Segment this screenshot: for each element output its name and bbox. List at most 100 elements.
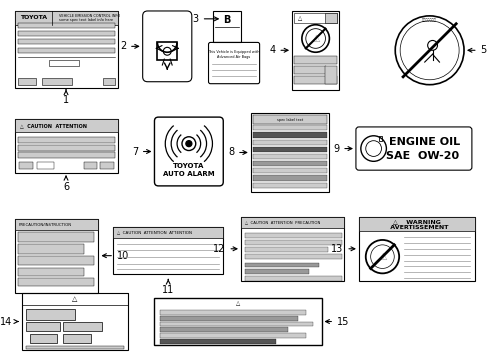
Bar: [244, 240, 342, 245]
Bar: [213, 11, 241, 42]
Bar: [160, 333, 305, 338]
Text: △  CAUTION  ATTENTION: △ CAUTION ATTENTION: [20, 123, 87, 128]
Bar: [252, 154, 327, 159]
Bar: [244, 233, 342, 238]
Bar: [358, 217, 474, 231]
Text: 3: 3: [192, 14, 218, 24]
Text: 15: 15: [325, 316, 348, 327]
Bar: [293, 56, 337, 64]
Bar: [22, 293, 128, 350]
Bar: [18, 256, 93, 265]
Bar: [49, 60, 79, 66]
Text: This Vehicle is Equipped with: This Vehicle is Equipped with: [208, 50, 259, 54]
Bar: [18, 278, 93, 286]
Bar: [22, 293, 128, 305]
Bar: [100, 162, 114, 169]
Bar: [252, 125, 327, 130]
Bar: [154, 298, 321, 345]
Bar: [18, 23, 115, 28]
Text: △: △: [235, 300, 240, 305]
Bar: [293, 66, 326, 74]
Bar: [103, 78, 115, 85]
Bar: [15, 219, 98, 230]
Bar: [18, 244, 83, 254]
Bar: [26, 321, 60, 331]
Bar: [18, 48, 115, 53]
Bar: [42, 78, 72, 85]
Text: TOYOTA: TOYOTA: [173, 163, 204, 169]
Bar: [18, 78, 36, 85]
Text: エアバッグ注意: エアバッグ注意: [421, 18, 436, 22]
Text: 14: 14: [0, 316, 18, 327]
Bar: [252, 168, 327, 173]
Bar: [378, 136, 382, 141]
Bar: [244, 262, 318, 267]
Bar: [18, 145, 115, 150]
Text: 11: 11: [162, 279, 174, 295]
Text: Advanced Air Bags: Advanced Air Bags: [217, 55, 250, 59]
Text: ENGINE OIL: ENGINE OIL: [388, 137, 459, 147]
Text: 8: 8: [227, 148, 246, 157]
Bar: [15, 11, 118, 87]
Bar: [83, 162, 97, 169]
Text: ⚠: ⚠: [311, 33, 319, 44]
Bar: [160, 321, 312, 327]
Bar: [15, 119, 118, 132]
Bar: [37, 162, 54, 169]
Bar: [244, 269, 308, 274]
Bar: [252, 140, 327, 145]
Bar: [160, 339, 276, 344]
Text: 7: 7: [131, 147, 150, 157]
Bar: [18, 31, 115, 36]
Text: spec label text: spec label text: [276, 118, 303, 122]
Text: SAE  OW-20: SAE OW-20: [386, 152, 458, 161]
Text: △    WARNING: △ WARNING: [392, 219, 440, 224]
Bar: [244, 276, 342, 281]
Bar: [15, 219, 98, 293]
Bar: [241, 217, 344, 281]
Bar: [252, 183, 327, 188]
Bar: [293, 76, 337, 84]
Text: 1: 1: [63, 90, 69, 105]
Text: AVERTISSEMENT: AVERTISSEMENT: [385, 225, 447, 230]
Text: AUTO ALARM: AUTO ALARM: [163, 171, 214, 177]
Bar: [15, 119, 118, 173]
Bar: [30, 334, 57, 343]
Circle shape: [185, 141, 191, 147]
Text: VEHICLE EMISSION CONTROL INFO: VEHICLE EMISSION CONTROL INFO: [59, 14, 120, 18]
Bar: [252, 132, 327, 138]
Text: PRECAUTION/INSTRUCTION: PRECAUTION/INSTRUCTION: [19, 223, 72, 227]
Text: 6: 6: [63, 176, 69, 192]
Bar: [244, 247, 328, 252]
Bar: [157, 42, 177, 60]
Text: B: B: [223, 15, 230, 25]
Bar: [26, 309, 75, 320]
Text: 2: 2: [120, 41, 139, 51]
Text: TOYOTA: TOYOTA: [20, 15, 47, 21]
Bar: [252, 175, 327, 181]
Bar: [18, 269, 83, 276]
Text: 9: 9: [332, 144, 351, 154]
Bar: [18, 40, 115, 44]
Text: △  CAUTION  ATTENTION  ATTENTION: △ CAUTION ATTENTION ATTENTION: [117, 230, 192, 235]
Bar: [160, 327, 287, 332]
Bar: [18, 153, 115, 158]
Bar: [63, 334, 90, 343]
Text: 4: 4: [269, 45, 287, 55]
Text: 5: 5: [467, 45, 486, 55]
Text: 13: 13: [330, 244, 354, 254]
Bar: [113, 227, 223, 274]
Text: some spec text label info here: some spec text label info here: [59, 18, 113, 22]
Bar: [63, 321, 102, 331]
Bar: [160, 310, 305, 315]
Text: 12: 12: [213, 244, 237, 254]
Bar: [358, 217, 474, 281]
Bar: [18, 232, 93, 242]
Bar: [241, 217, 344, 228]
Bar: [26, 346, 124, 349]
Bar: [325, 66, 337, 84]
Bar: [15, 11, 118, 25]
Bar: [252, 147, 327, 153]
Bar: [252, 161, 327, 166]
Bar: [325, 13, 337, 23]
